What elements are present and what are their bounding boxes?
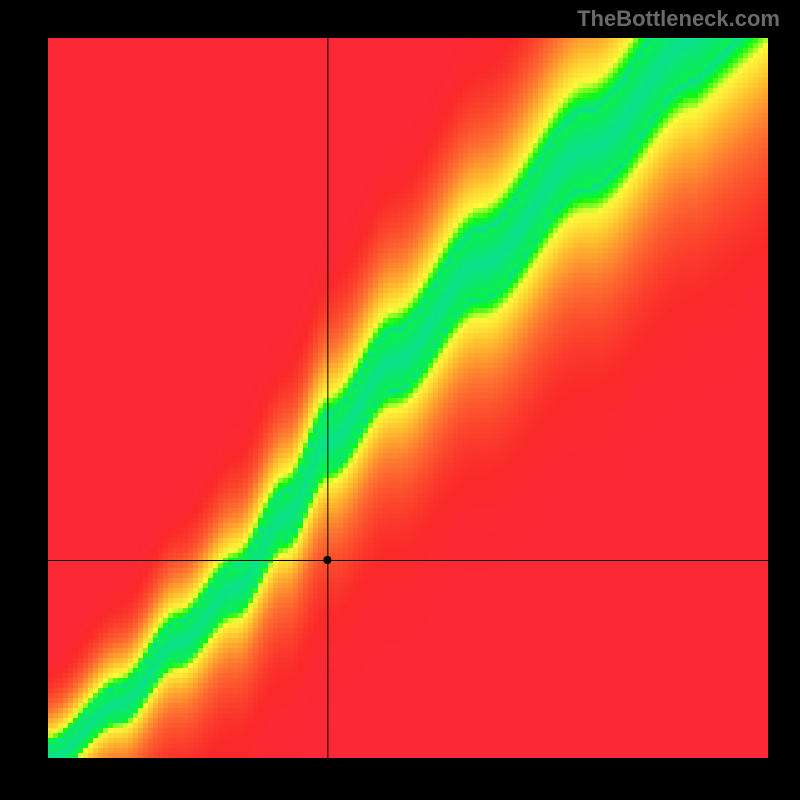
heatmap-canvas	[48, 38, 768, 758]
heatmap-area	[48, 38, 768, 758]
watermark-text: TheBottleneck.com	[577, 6, 780, 32]
chart-container: TheBottleneck.com	[0, 0, 800, 800]
